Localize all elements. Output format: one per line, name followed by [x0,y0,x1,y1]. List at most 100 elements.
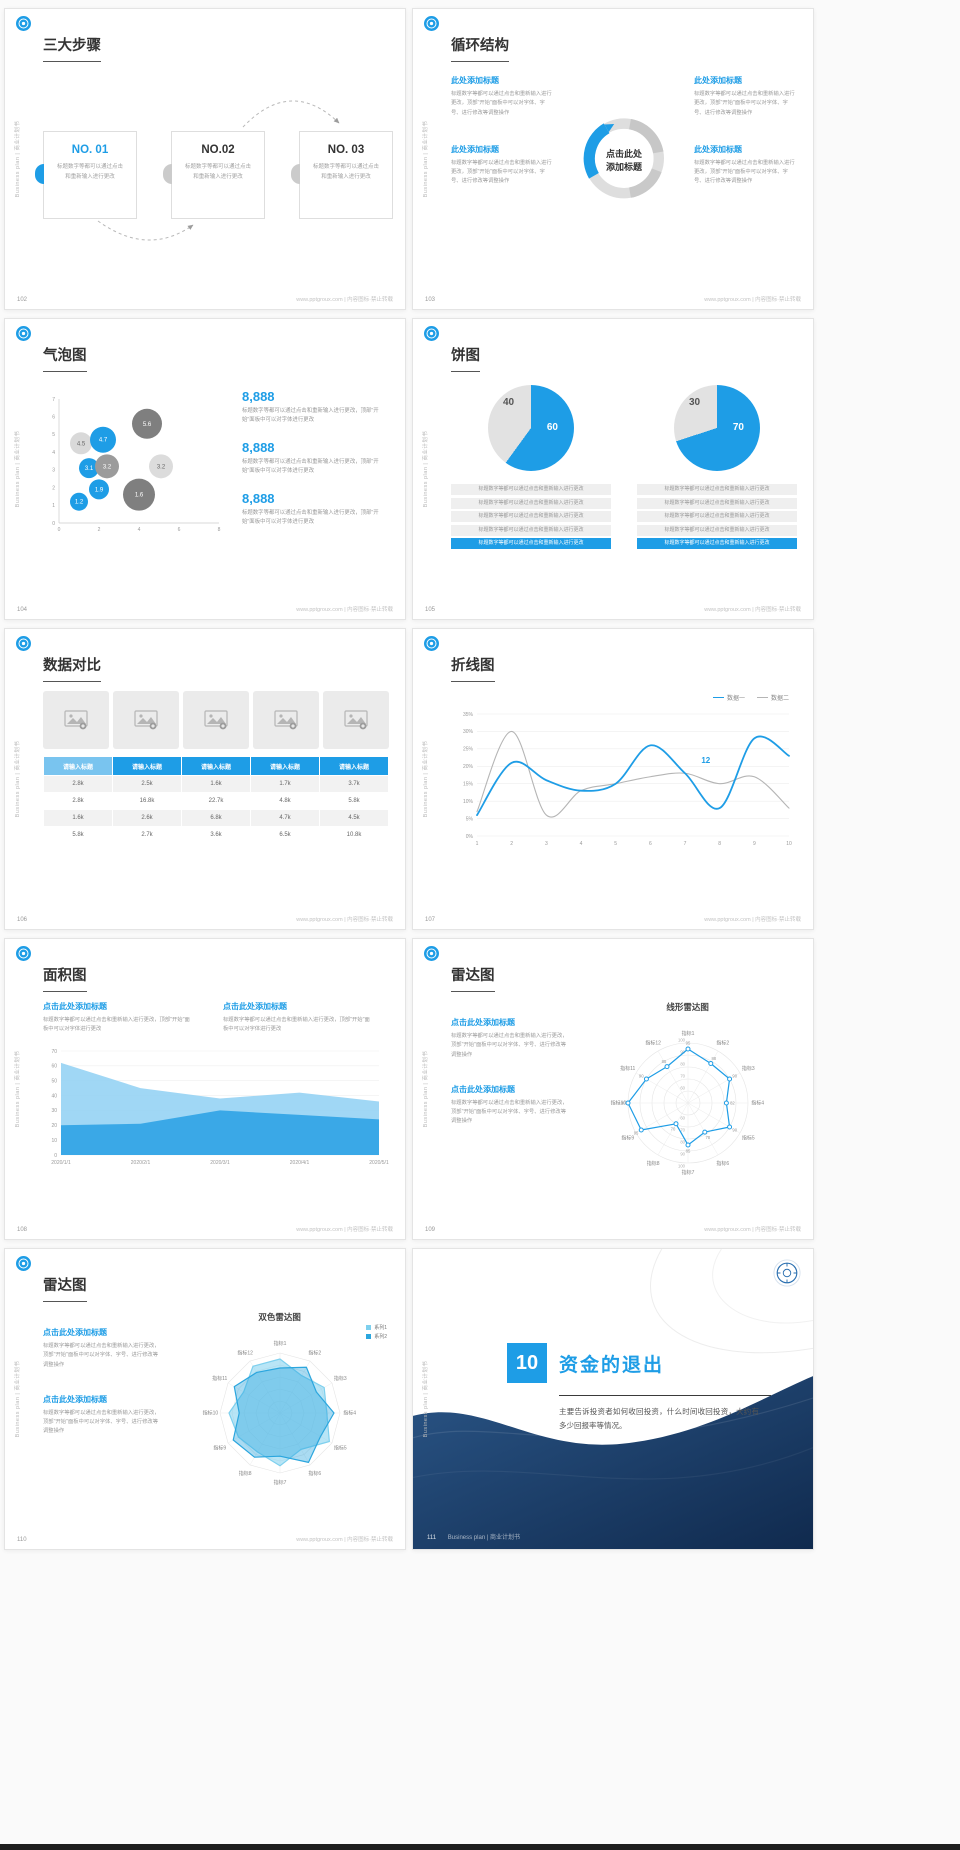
stat-text: 标题数字等都可以通过点击和重新输入进行更改，顶部"开始"面板中可以对字体进行更改 [242,458,379,475]
svg-text:80: 80 [680,1062,685,1067]
pie-chart-1: 60 40 [488,385,574,471]
block-body: 标题数字等都可以通过点击和重新输入进行更改，顶部"开始"面板中可以对字体、字号、… [451,91,552,116]
svg-text:40: 40 [51,1093,57,1099]
page-number: 109 [425,1227,436,1233]
slide-title: 气泡图 [43,344,87,372]
block-heading: 点击此处添加标题 [43,1394,107,1404]
svg-text:指标10: 指标10 [202,1410,218,1417]
svg-text:85: 85 [661,1059,666,1064]
slide-thumbnail-110[interactable]: Business plan | 商业计划书 雷达图 点击此处添加标题 标题数字等… [4,1248,406,1550]
svg-text:0%: 0% [466,834,474,840]
svg-text:0: 0 [52,521,55,527]
slide-footer: 111 Business plan | 商业计划书 [427,1532,520,1541]
page-number: 103 [425,297,436,303]
svg-text:85: 85 [685,1149,690,1154]
stat-text: 标题数字等都可以通过点击和重新输入进行更改，顶部"开始"面板中可以对字体进行更改 [242,408,379,424]
cycle-text-block: 此处添加标题 标题数字等都可以通过点击和重新输入进行更改，顶部"开始"面板中可以… [694,144,797,187]
slide-thumbnail-103[interactable]: Business plan | 商业计划书 循环结构 此处添加标题 标题数字等都… [412,8,814,310]
pie-caption-row: 标题数字等都可以通过点击和重新输入进行更改 [637,511,797,522]
chapter-title: 资金的退出 [559,1354,665,1376]
table-row: 2.8k 2.5k 1.6k 1.7k 3.7k [43,775,389,793]
svg-text:指标7: 指标7 [273,1479,286,1486]
svg-text:90: 90 [680,1152,685,1157]
slide-thumbnail-111[interactable]: Business plan | 商业计划书 10 资金的退出 主要告诉投资者如何… [412,1248,814,1550]
pie-caption-row: 标题数字等都可以通过点击和重新输入进行更改 [451,484,611,495]
legend-line-swatch [712,696,724,699]
area-chart: 0 10 20 30 40 50 60 70 2020/1/1 2020/2/1 2020/3/1 2… [51,1048,389,1166]
chart-subtitle: 双色雷达图 [258,1312,301,1322]
brand-logo-icon [424,16,439,31]
slide-thumbnail-105[interactable]: Business plan | 商业计划书 饼图 60 40 标题数字等都可以通… [412,318,814,620]
cycle-text-block: 此处添加标题 标题数字等都可以通过点击和重新输入进行更改，顶部"开始"面板中可以… [694,75,797,118]
svg-text:82: 82 [730,1101,735,1106]
sidebar-vertical-text: Business plan | 商业计划书 [15,740,21,818]
slide-title: 三大步骤 [43,34,101,62]
svg-text:4.7: 4.7 [99,438,108,444]
svg-text:0: 0 [58,527,61,533]
block-body: 标题数字等都可以通过点击和重新输入进行更改，顶部"开始"面板中可以对字体、字号、… [694,159,795,185]
step-notch [35,164,44,184]
pie-slice-label: 70 [732,422,744,433]
svg-text:4: 4 [52,450,55,456]
svg-text:指标1: 指标1 [681,1030,694,1037]
svg-text:7: 7 [684,841,687,847]
footer-watermark: www.pptgroux.com | 内容图标·禁止转载 [296,297,393,303]
pie-chart-2: 70 30 [674,385,760,471]
slide-thumbnail-108[interactable]: Business plan | 商业计划书 面积图 点击此处添加标题 标题数字等… [4,938,406,1240]
svg-text:10: 10 [51,1137,57,1143]
svg-text:指标6: 指标6 [716,1160,729,1167]
radar-line-chart: 指标1 指标2 指标3 指标4 指标5 指标6 指标7 指标8 指标9 指标10 指标11 指标12 6… [610,1030,764,1176]
svg-text:20%: 20% [463,764,474,770]
svg-text:8: 8 [218,527,221,533]
svg-text:1: 1 [52,503,55,509]
sidebar-vertical-text: Business plan | 商业计划书 [15,1360,21,1438]
table-row: 1.6k 2.6k 6.8k 4.7k 4.5k [43,809,389,827]
step-text: 标题数字等都可以通过点击和重新输入进行更改 [56,164,123,180]
slide-thumbnail-104[interactable]: Business plan | 商业计划书 气泡图 0 1 2 3 4 5 6 7 0 2 4 6 8 4… [4,318,406,620]
svg-text:90: 90 [732,1074,737,1079]
svg-text:5%: 5% [466,816,474,822]
table-cell: 16.8k [112,792,182,810]
svg-text:70: 70 [680,1128,685,1133]
svg-text:指标2: 指标2 [308,1349,321,1356]
svg-text:指标5: 指标5 [334,1444,347,1451]
pie-caption-row: 标题数字等都可以通过点击和重新输入进行更改 [637,524,797,536]
page-number: 104 [17,607,28,613]
svg-text:1.6: 1.6 [135,493,144,499]
page-number: 111 [427,1535,437,1541]
svg-text:指标11: 指标11 [212,1375,227,1382]
svg-text:指标9: 指标9 [213,1444,226,1451]
chart-legend: 数据一 数据二 [451,693,789,702]
block-body: 标题数字等都可以通过点击和重新输入进行更改，顶部"开始"面板中可以对字体进行更改 [43,1017,190,1033]
step-number: NO. 03 [327,144,365,156]
sidebar-vertical-text: Business plan | 商业计划书 [423,740,429,818]
svg-text:50: 50 [51,1078,57,1084]
svg-text:5.6: 5.6 [143,422,152,428]
brand-logo-icon [16,946,31,961]
svg-text:88: 88 [711,1056,716,1061]
svg-text:3.2: 3.2 [103,464,112,470]
svg-text:25%: 25% [463,747,474,753]
slide-thumbnail-107[interactable]: Business plan | 商业计划书 折线图 数据一 数据二 0% 5% 10… [412,628,814,930]
svg-text:35%: 35% [463,712,474,718]
sidebar-vertical-text: Business plan | 商业计划书 [15,120,21,198]
svg-text:15%: 15% [463,782,474,788]
cycle-arrows-diagram [583,118,664,199]
block-heading: 点击此处添加标题 [451,1018,515,1027]
svg-text:78: 78 [705,1135,710,1140]
svg-text:9: 9 [753,841,756,847]
svg-text:30: 30 [51,1108,57,1114]
chapter-number: 10 [507,1343,547,1383]
slide-thumbnail-109[interactable]: Business plan | 商业计划书 雷达图 点击此处添加标题 标题数字等… [412,938,814,1240]
slide-thumbnail-106[interactable]: Business plan | 商业计划书 数据对比 请输入标题 请输入标题 请… [4,628,406,930]
svg-text:6: 6 [178,527,181,533]
svg-text:10%: 10% [463,799,474,805]
step-card: NO. 01 标题数字等都可以通过点击和重新输入进行更改 [35,131,137,219]
brand-logo-icon [16,16,31,31]
svg-text:2020/5/1: 2020/5/1 [369,1160,389,1166]
divider [559,1395,771,1396]
pie-slice-label: 30 [689,397,701,408]
step-card: NO. 03 标题数字等都可以通过点击和重新输入进行更改 [291,131,393,219]
svg-text:2: 2 [510,841,513,847]
slide-thumbnail-102[interactable]: Business plan | 商业计划书 三大步骤 NO. 01 标题数字等都… [4,8,406,310]
